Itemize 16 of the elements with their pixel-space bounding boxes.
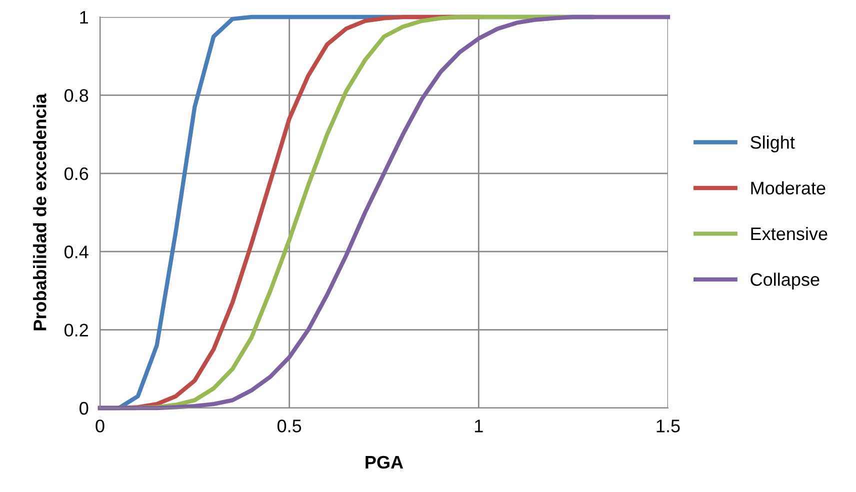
y-tick-label: 0.2 [64, 324, 88, 337]
y-axis-title: Probabilidad de excedencia [33, 93, 46, 330]
y-tick-label: 0.6 [64, 167, 88, 180]
legend-label: Moderate [751, 181, 826, 194]
legend-label: Collapse [750, 272, 820, 290]
legend-label: Extensive [751, 226, 828, 240]
y-tick-label: 0 [80, 402, 88, 415]
x-tick-label: 0.5 [277, 420, 302, 432]
y-tick-label: 0.4 [64, 246, 88, 258]
y-tick-label: 1 [80, 11, 88, 24]
x-tick-label: 1 [475, 420, 483, 432]
x-axis-title: PGA [366, 456, 404, 469]
x-tick-label: 1.5 [656, 420, 680, 432]
x-tick-label: 0 [96, 420, 104, 432]
legend-label: Slight [750, 136, 795, 152]
y-tick-label: 0.8 [64, 89, 88, 102]
